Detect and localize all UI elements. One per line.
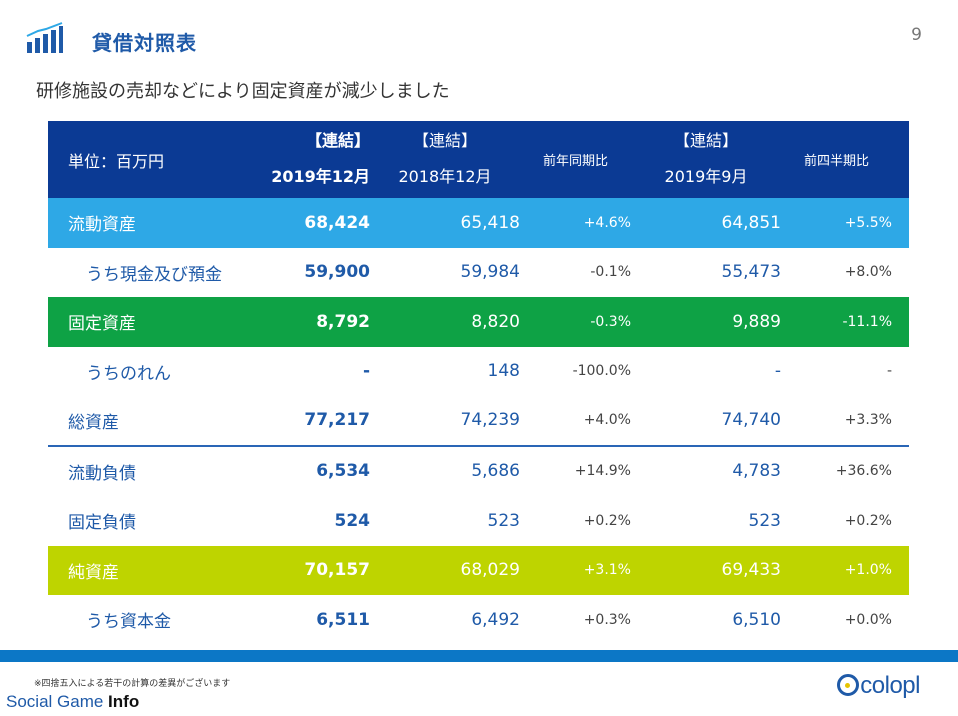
- row-label: 固定負債: [68, 513, 136, 534]
- yoy-value: -0.1%: [590, 264, 631, 281]
- site-watermark: Social Game Info: [6, 692, 139, 712]
- unit-label: 単位：百万円: [48, 121, 260, 198]
- cur-tag: 【連結】: [260, 121, 370, 151]
- prev-period: 2018年12月: [370, 151, 520, 198]
- cur-value: -: [362, 361, 370, 382]
- prev-value: 59,984: [460, 262, 520, 283]
- qoq-value: +1.0%: [781, 545, 909, 595]
- table-row: 固定資産 8,792 8,820 -0.3% 9,889 -11.1%: [48, 297, 909, 347]
- prev-value: 74,239: [460, 410, 520, 431]
- table-row: うち資本金 6,511 6,492 +0.3% 6,510 +0.0%: [48, 595, 909, 645]
- page-number: 9: [911, 25, 922, 45]
- qoq-header: 前四半期比: [781, 121, 909, 198]
- prev-value: 148: [487, 361, 520, 382]
- cur-value: 8,792: [260, 297, 370, 347]
- slide-subtitle: 研修施設の売却などにより固定資産が減少しました: [36, 81, 450, 102]
- yoy-value: +0.2%: [583, 512, 631, 529]
- site-bold: Info: [108, 692, 140, 711]
- table-row: 流動資産 68,424 65,418 +4.6% 64,851 +5.5%: [48, 198, 909, 248]
- row-label: 固定資産: [48, 297, 260, 347]
- table-row: 固定負債 524 523 +0.2% 523 +0.2%: [48, 496, 909, 546]
- sep-value: 4,783: [732, 461, 781, 482]
- row-label: うちのれん: [86, 363, 171, 384]
- prev-value: 6,492: [471, 609, 520, 630]
- brand-logo: colopl: [837, 672, 920, 700]
- table-row: うち現金及び預金 59,900 59,984 -0.1% 55,473 +8.0…: [48, 248, 909, 298]
- sep-value: -: [774, 361, 781, 382]
- yoy-value: -0.3%: [520, 297, 631, 347]
- qoq-value: -: [886, 363, 892, 380]
- qoq-value: +0.0%: [844, 611, 892, 628]
- yoy-value: -100.0%: [572, 363, 631, 380]
- sep-value: 9,889: [631, 297, 781, 347]
- bar-chart-icon: [26, 22, 63, 53]
- brand-name: colopl: [860, 672, 920, 699]
- cur-value: 59,900: [304, 262, 370, 283]
- sep-value: 55,473: [721, 262, 781, 283]
- qoq-value: -11.1%: [781, 297, 909, 347]
- sep-value: 69,433: [631, 545, 781, 595]
- prev-value: 523: [487, 510, 520, 531]
- sep-value: 523: [748, 510, 781, 531]
- prev-value: 5,686: [471, 461, 520, 482]
- qoq-value: +36.6%: [835, 463, 892, 480]
- table-row: 流動負債 6,534 5,686 +14.9% 4,783 +36.6%: [48, 447, 909, 497]
- sep-value: 74,740: [721, 410, 781, 431]
- balance-sheet-table: 単位：百万円 【連結】 【連結】 前年同期比 【連結】 前四半期比 2019年1…: [48, 121, 909, 645]
- slide-title: 貸借対照表: [92, 31, 197, 55]
- sep-value: 64,851: [631, 198, 781, 248]
- qoq-value: +3.3%: [844, 412, 892, 429]
- prev-value: 8,820: [370, 297, 520, 347]
- yoy-value: +0.3%: [583, 611, 631, 628]
- sep-value: 6,510: [732, 609, 781, 630]
- row-label: 総資産: [68, 412, 119, 433]
- prev-tag: 【連結】: [370, 121, 520, 151]
- table-row: 純資産 70,157 68,029 +3.1% 69,433 +1.0%: [48, 545, 909, 595]
- qoq-value: +8.0%: [844, 264, 892, 281]
- cur-value: 6,511: [316, 609, 370, 630]
- table-row: 総資産 77,217 74,239 +4.0% 74,740 +3.3%: [48, 396, 909, 446]
- footer-bar: [0, 650, 958, 662]
- yoy-value: +4.0%: [583, 412, 631, 429]
- table-header-row: 単位：百万円 【連結】 【連結】 前年同期比 【連結】 前四半期比: [48, 121, 909, 198]
- cur-value: 70,157: [260, 545, 370, 595]
- row-label: 流動負債: [68, 463, 136, 484]
- table-row: うちのれん - 148 -100.0% - -: [48, 347, 909, 397]
- row-label: うち資本金: [86, 612, 171, 633]
- site-prefix: Social Game: [6, 692, 109, 711]
- yoy-header: 前年同期比: [520, 121, 631, 198]
- yoy-value: +4.6%: [520, 198, 631, 248]
- qoq-value: +0.2%: [844, 512, 892, 529]
- cur-value: 6,534: [316, 461, 370, 482]
- qoq-value: +5.5%: [781, 198, 909, 248]
- row-label: 純資産: [48, 545, 260, 595]
- cur-value: 77,217: [304, 410, 370, 431]
- sep-period: 2019年9月: [631, 151, 781, 198]
- prev-value: 65,418: [370, 198, 520, 248]
- colopl-mark-icon: [837, 674, 860, 696]
- sep-tag: 【連結】: [631, 121, 781, 151]
- yoy-value: +3.1%: [520, 545, 631, 595]
- prev-value: 68,029: [370, 545, 520, 595]
- footnote: ※四捨五入による若干の計算の差異がございます: [34, 679, 231, 689]
- cur-period: 2019年12月: [260, 151, 370, 198]
- yoy-value: +14.9%: [574, 463, 631, 480]
- cur-value: 524: [334, 510, 371, 531]
- row-label: 流動資産: [48, 198, 260, 248]
- table-header-row: 2019年12月 2018年12月 2019年9月: [48, 151, 909, 198]
- row-label: うち現金及び預金: [86, 264, 222, 285]
- cur-value: 68,424: [260, 198, 370, 248]
